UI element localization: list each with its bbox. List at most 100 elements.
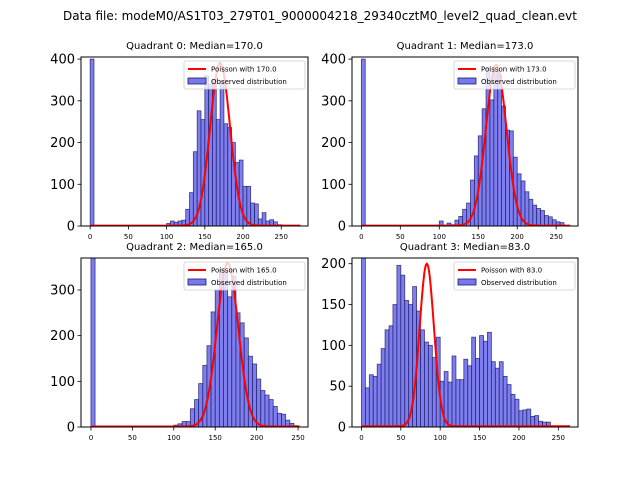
histogram-bar: [272, 406, 278, 427]
y-tick-label: 0: [67, 421, 75, 436]
legend: Poisson with 173.0 Observed distribution: [453, 60, 576, 90]
legend-label-poisson: Poisson with 170.0: [211, 66, 277, 74]
x-tick-label: 150: [209, 434, 222, 442]
y-tick-label: 0: [338, 220, 346, 235]
x-tick-label: 200: [511, 233, 524, 241]
legend: Poisson with 165.0 Observed distribution: [183, 261, 306, 291]
legend-bar-swatch: [187, 278, 207, 286]
y-tick-label: 200: [321, 257, 346, 272]
subplot-quadrant-1: Quadrant 1: Median=173.0 0 100 200 300 400 0 50…: [321, 41, 579, 241]
legend-label-poisson: Poisson with 173.0: [481, 66, 547, 74]
histogram-bar: [510, 393, 516, 427]
histogram-bar: [256, 378, 262, 427]
histogram-bar: [289, 422, 295, 427]
histogram-bar: [238, 159, 244, 226]
y-tick-label: 400: [321, 53, 346, 68]
histogram-bar: [388, 325, 394, 427]
histogram-bar: [404, 300, 410, 427]
histogram-bar: [246, 185, 252, 226]
legend-box: [453, 60, 576, 90]
plot-area: [89, 58, 301, 226]
x-tick-label: 200: [250, 434, 263, 442]
legend-box: [183, 261, 306, 291]
histogram-bar: [400, 274, 406, 427]
x-tick-label: 250: [549, 233, 562, 241]
histogram-bar: [493, 71, 499, 226]
y-tick-label: 50: [329, 380, 346, 395]
x-tick-label: 200: [512, 434, 525, 442]
histogram-bar: [273, 221, 278, 226]
subplot-quadrant-2: Quadrant 2: Median=165.0 0 100 200 300 0 50 100…: [50, 242, 309, 442]
subplot-title: Quadrant 3: Median=83.0: [400, 242, 530, 253]
histogram-bar: [479, 335, 484, 427]
histogram-bar: [451, 355, 457, 427]
histogram-bar: [447, 381, 453, 427]
x-tick-label: 250: [291, 434, 304, 442]
histogram-bar: [380, 348, 386, 427]
histogram-bar: [361, 258, 366, 427]
x-tick-label: 150: [472, 233, 485, 241]
y-tick-label: 0: [67, 220, 75, 235]
histogram-bar: [276, 412, 282, 427]
histogram-bar: [427, 344, 433, 427]
y-tick-label: 300: [50, 283, 75, 298]
y-tick-label: 300: [321, 94, 346, 109]
x-tick-label: 100: [434, 434, 447, 442]
histogram-bar: [250, 202, 255, 226]
histogram-bar: [227, 296, 233, 427]
histogram-bar: [384, 329, 390, 427]
x-tick-label: 50: [128, 434, 137, 442]
histogram-bar: [260, 390, 266, 427]
histogram-bar: [489, 99, 495, 226]
histogram-bar: [424, 341, 429, 427]
x-tick-label: 200: [236, 233, 249, 241]
histogram-bar: [502, 375, 508, 427]
histogram-bar: [431, 357, 437, 427]
histogram-bar: [540, 210, 545, 226]
legend-label-observed: Observed distribution: [211, 279, 287, 287]
poisson-curve: [361, 262, 571, 427]
histogram-bar: [532, 204, 538, 226]
histogram-bar: [264, 394, 270, 427]
y-tick-label: 200: [321, 136, 346, 151]
y-tick-label: 300: [50, 94, 75, 109]
x-tick-label: 0: [359, 434, 363, 442]
x-tick-label: 250: [275, 233, 288, 241]
histogram-bar: [522, 409, 528, 427]
x-tick-label: 50: [396, 434, 405, 442]
y-tick-label: 200: [50, 329, 75, 344]
histogram-bar: [89, 58, 95, 226]
subplot-quadrant-3: Quadrant 3: Median=83.0 0 50 100 150 200 0 50 10…: [321, 242, 579, 442]
histogram-bar: [506, 384, 512, 427]
x-tick-label: 0: [88, 233, 92, 241]
histogram-bar: [202, 364, 208, 427]
histogram-bar: [487, 331, 492, 427]
legend-label-poisson: Poisson with 165.0: [211, 267, 277, 275]
histogram-bar: [518, 410, 524, 427]
legend-box: [183, 60, 306, 90]
histogram-bar: [368, 374, 374, 427]
histogram-bar: [420, 329, 425, 427]
histogram-bar: [90, 258, 96, 427]
histogram-bar: [497, 74, 503, 226]
histogram-bar: [261, 212, 267, 226]
legend-label-observed: Observed distribution: [211, 78, 287, 86]
subplot-quadrant-0: Quadrant 0: Median=170.0 0 100 200 300 400 0 50…: [50, 41, 309, 241]
y-tick-label: 100: [50, 178, 75, 193]
histogram-bar: [459, 379, 465, 427]
legend-bar-swatch: [187, 77, 207, 85]
histogram-bar: [528, 198, 534, 226]
y-tick-label: 100: [50, 375, 75, 390]
y-tick-label: 100: [321, 178, 346, 193]
histogram-bar: [524, 191, 530, 226]
subplot-title: Quadrant 1: Median=173.0: [397, 41, 534, 52]
x-tick-label: 150: [473, 434, 486, 442]
axes-frame: [351, 257, 579, 428]
histogram-bar: [494, 367, 500, 427]
histogram-bar: [215, 119, 221, 226]
x-tick-label: 250: [552, 434, 565, 442]
figure-suptitle: Data file: modeM0/AS1T03_279T01_90000042…: [63, 9, 577, 23]
histogram-bar: [268, 399, 274, 427]
x-tick-label: 0: [89, 434, 93, 442]
